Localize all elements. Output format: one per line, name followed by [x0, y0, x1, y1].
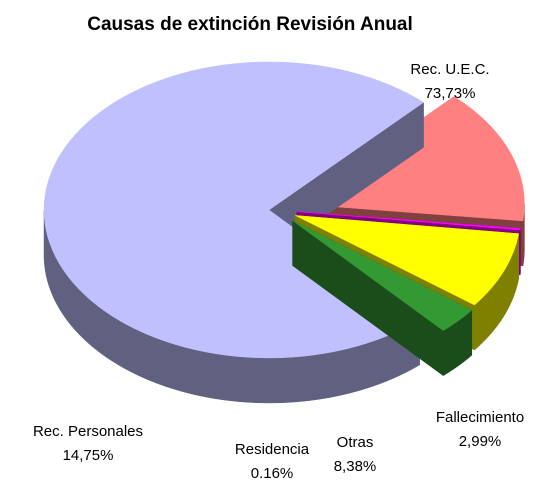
slice-top [292, 220, 473, 331]
slice-value-label: 14,75% [63, 447, 114, 464]
slice-top [295, 215, 519, 306]
pie-slice [292, 220, 473, 377]
slice-label: Residencia [235, 441, 310, 458]
slice-value-label: 8,38% [334, 458, 377, 475]
slice-label: Rec. U.E.C. [410, 61, 489, 78]
slice-value-label: 0.16% [251, 465, 294, 481]
slice-label: Fallecimiento [436, 409, 524, 426]
slice-label: Rec. Personales [33, 423, 143, 440]
slice-value-label: 73,73% [425, 85, 476, 102]
slice-value-label: 2,99% [459, 433, 502, 450]
chart-title: Causas de extinción Revisión Anual [87, 14, 413, 35]
slice-top [296, 211, 521, 231]
slice-label: Otras [337, 434, 374, 451]
